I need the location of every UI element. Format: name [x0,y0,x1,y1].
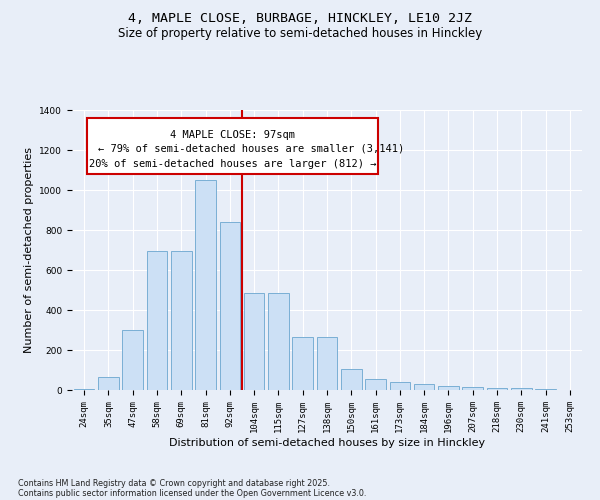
Text: 4 MAPLE CLOSE: 97sqm: 4 MAPLE CLOSE: 97sqm [170,130,295,140]
Text: 20% of semi-detached houses are larger (812) →: 20% of semi-detached houses are larger (… [89,159,376,169]
Bar [438,386,459,390]
Bar [74,389,94,390]
Text: Size of property relative to semi-detached houses in Hinckley: Size of property relative to semi-detach… [118,28,482,40]
Bar [146,251,167,390]
Bar [511,388,532,390]
Bar [171,251,191,390]
Text: Contains public sector information licensed under the Open Government Licence v3: Contains public sector information licen… [18,488,367,498]
Bar [317,337,337,390]
Text: 4, MAPLE CLOSE, BURBAGE, HINCKLEY, LE10 2JZ: 4, MAPLE CLOSE, BURBAGE, HINCKLEY, LE10 … [128,12,472,26]
Bar [365,379,386,390]
Text: Contains HM Land Registry data © Crown copyright and database right 2025.: Contains HM Land Registry data © Crown c… [18,478,330,488]
Bar [98,377,119,390]
X-axis label: Distribution of semi-detached houses by size in Hinckley: Distribution of semi-detached houses by … [169,438,485,448]
FancyBboxPatch shape [88,118,378,174]
Bar [122,330,143,390]
Bar [292,337,313,390]
Bar [487,388,508,390]
Bar [463,388,483,390]
Bar [195,180,216,390]
Bar [268,293,289,390]
Bar [414,384,434,390]
Bar [220,222,240,390]
Text: ← 79% of semi-detached houses are smaller (3,141): ← 79% of semi-detached houses are smalle… [97,144,404,154]
Y-axis label: Number of semi-detached properties: Number of semi-detached properties [24,147,34,353]
Bar [244,293,265,390]
Bar [535,389,556,390]
Bar [389,382,410,390]
Bar [341,369,362,390]
